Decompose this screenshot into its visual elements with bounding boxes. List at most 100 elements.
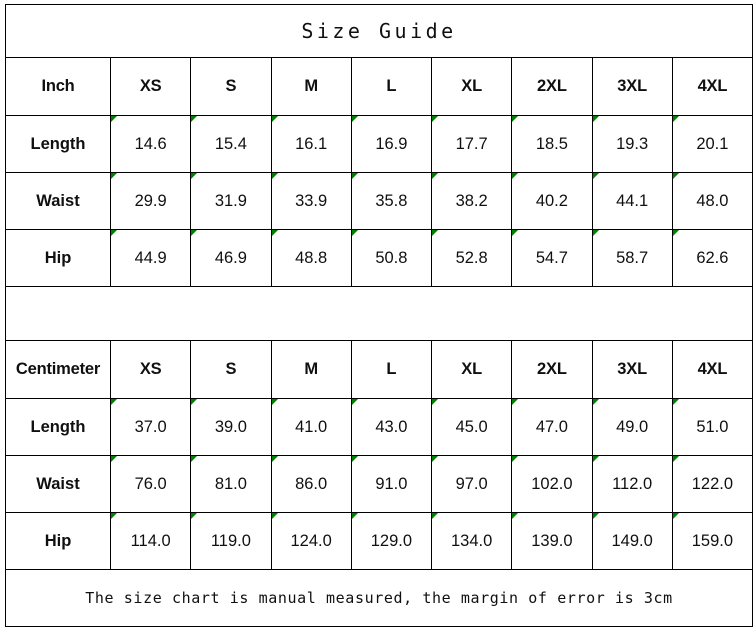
- inch-size-header-4xl: 4XL: [671, 57, 754, 116]
- inch-hip-m: 48.8: [270, 229, 352, 287]
- cell-value: 114.0: [130, 531, 171, 550]
- cm-row-label-length: Length: [5, 398, 111, 456]
- cell-value: 29.9: [134, 191, 167, 210]
- inch-size-header-l: L: [350, 57, 433, 116]
- cell-value: 76.0: [134, 474, 167, 493]
- cell-value: 44.9: [134, 248, 167, 267]
- comment-flag-icon: [191, 116, 198, 122]
- inch-unit-header: Inch: [5, 57, 111, 116]
- cm-size-header-xl: XL: [430, 340, 513, 399]
- cm-size-header-2xl: 2XL: [511, 340, 593, 399]
- cell-value: 16.1: [295, 134, 328, 153]
- cm-length-l: 43.0: [350, 398, 433, 456]
- comment-flag-icon: [271, 513, 278, 519]
- cell-value: 15.4: [214, 134, 247, 153]
- inch-row-label-length: Length: [5, 115, 111, 173]
- inch-header-row: Inch XS S M L XL 2XL 3XL 4XL: [5, 57, 754, 116]
- inch-length-m: 16.1: [270, 115, 352, 173]
- cell-value: 47.0: [535, 417, 568, 436]
- comment-flag-icon: [191, 230, 198, 236]
- cell-value: 19.3: [616, 134, 649, 153]
- cell-value: 122.0: [691, 474, 734, 493]
- cm-length-m: 41.0: [270, 398, 352, 456]
- cell-value: 112.0: [612, 474, 653, 493]
- inch-size-header-xs: XS: [109, 57, 192, 116]
- inch-hip-3xl: 58.7: [591, 229, 673, 287]
- cell-value: 20.1: [696, 134, 729, 153]
- comment-flag-icon: [191, 456, 198, 462]
- cm-length-3xl: 49.0: [591, 398, 673, 456]
- comment-flag-icon: [111, 399, 117, 405]
- comment-flag-icon: [111, 116, 117, 122]
- comment-flag-icon: [592, 116, 599, 122]
- cm-waist-xl: 97.0: [430, 455, 513, 513]
- cell-value: 41.0: [295, 417, 328, 436]
- comment-flag-icon: [432, 173, 438, 179]
- table-row: Waist 76.0 81.0 86.0 91.0 97.0 102.0 112…: [5, 455, 754, 513]
- cm-waist-m: 86.0: [270, 455, 352, 513]
- cm-hip-xs: 114.0: [109, 512, 192, 570]
- comment-flag-icon: [351, 513, 358, 519]
- comment-flag-icon: [512, 230, 519, 236]
- cell-value: 37.0: [134, 417, 167, 436]
- cell-value: 31.9: [214, 191, 247, 210]
- comment-flag-icon: [432, 230, 438, 236]
- inch-hip-4xl: 62.6: [671, 229, 754, 287]
- inch-hip-xs: 44.9: [109, 229, 192, 287]
- cell-value: 62.6: [696, 248, 729, 267]
- inch-length-xl: 17.7: [430, 115, 513, 173]
- inch-hip-xl: 52.8: [430, 229, 513, 287]
- cm-hip-4xl: 159.0: [671, 512, 754, 570]
- inch-waist-2xl: 40.2: [511, 172, 593, 230]
- comment-flag-icon: [672, 173, 679, 179]
- comment-flag-icon: [512, 116, 519, 122]
- cm-waist-4xl: 122.0: [671, 455, 754, 513]
- cm-length-xl: 45.0: [430, 398, 513, 456]
- size-guide-table: Size Guide Inch XS S M L XL 2XL 3XL 4XL …: [4, 4, 754, 627]
- cm-size-header-s: S: [190, 340, 272, 399]
- cm-row-label-waist: Waist: [5, 455, 111, 513]
- cm-length-xs: 37.0: [109, 398, 192, 456]
- cell-value: 129.0: [370, 531, 413, 550]
- cell-value: 49.0: [616, 417, 649, 436]
- cell-value: 124.0: [290, 531, 332, 550]
- cell-value: 54.7: [535, 248, 568, 267]
- inch-size-header-m: M: [270, 57, 352, 116]
- comment-flag-icon: [672, 116, 679, 122]
- cm-hip-3xl: 149.0: [591, 512, 673, 570]
- table-spacer: [4, 286, 754, 341]
- size-guide-body: Size Guide Inch XS S M L XL 2XL 3XL 4XL …: [4, 4, 754, 627]
- comment-flag-icon: [592, 513, 599, 519]
- comment-flag-icon: [592, 399, 599, 405]
- inch-length-s: 15.4: [190, 115, 272, 173]
- cell-value: 35.8: [375, 191, 408, 210]
- comment-flag-icon: [351, 399, 358, 405]
- table-row: Hip 44.9 46.9 48.8 50.8 52.8 54.7 58.7 6…: [5, 229, 754, 287]
- cell-value: 86.0: [295, 474, 328, 493]
- inch-waist-l: 35.8: [350, 172, 433, 230]
- cell-value: 91.0: [375, 474, 408, 493]
- cell-value: 45.0: [455, 417, 488, 436]
- cm-row-label-hip: Hip: [5, 512, 111, 570]
- comment-flag-icon: [351, 173, 358, 179]
- inch-waist-4xl: 48.0: [671, 172, 754, 230]
- comment-flag-icon: [672, 456, 679, 462]
- inch-waist-3xl: 44.1: [591, 172, 673, 230]
- inch-waist-xl: 38.2: [430, 172, 513, 230]
- cm-waist-xs: 76.0: [109, 455, 192, 513]
- cell-value: 33.9: [295, 191, 328, 210]
- comment-flag-icon: [512, 173, 519, 179]
- cm-waist-l: 91.0: [350, 455, 433, 513]
- cm-size-header-3xl: 3XL: [591, 340, 673, 399]
- comment-flag-icon: [111, 456, 117, 462]
- cell-value: 48.8: [295, 248, 328, 267]
- cell-value: 17.7: [455, 134, 488, 153]
- cm-hip-m: 124.0: [270, 512, 352, 570]
- comment-flag-icon: [432, 456, 438, 462]
- inch-size-header-2xl: 2XL: [511, 57, 593, 116]
- inch-size-header-s: S: [190, 57, 272, 116]
- inch-hip-s: 46.9: [190, 229, 272, 287]
- comment-flag-icon: [672, 513, 679, 519]
- table-row: Waist 29.9 31.9 33.9 35.8 38.2 40.2 44.1…: [5, 172, 754, 230]
- table-row: Length 37.0 39.0 41.0 43.0 45.0 47.0 49.…: [5, 398, 754, 456]
